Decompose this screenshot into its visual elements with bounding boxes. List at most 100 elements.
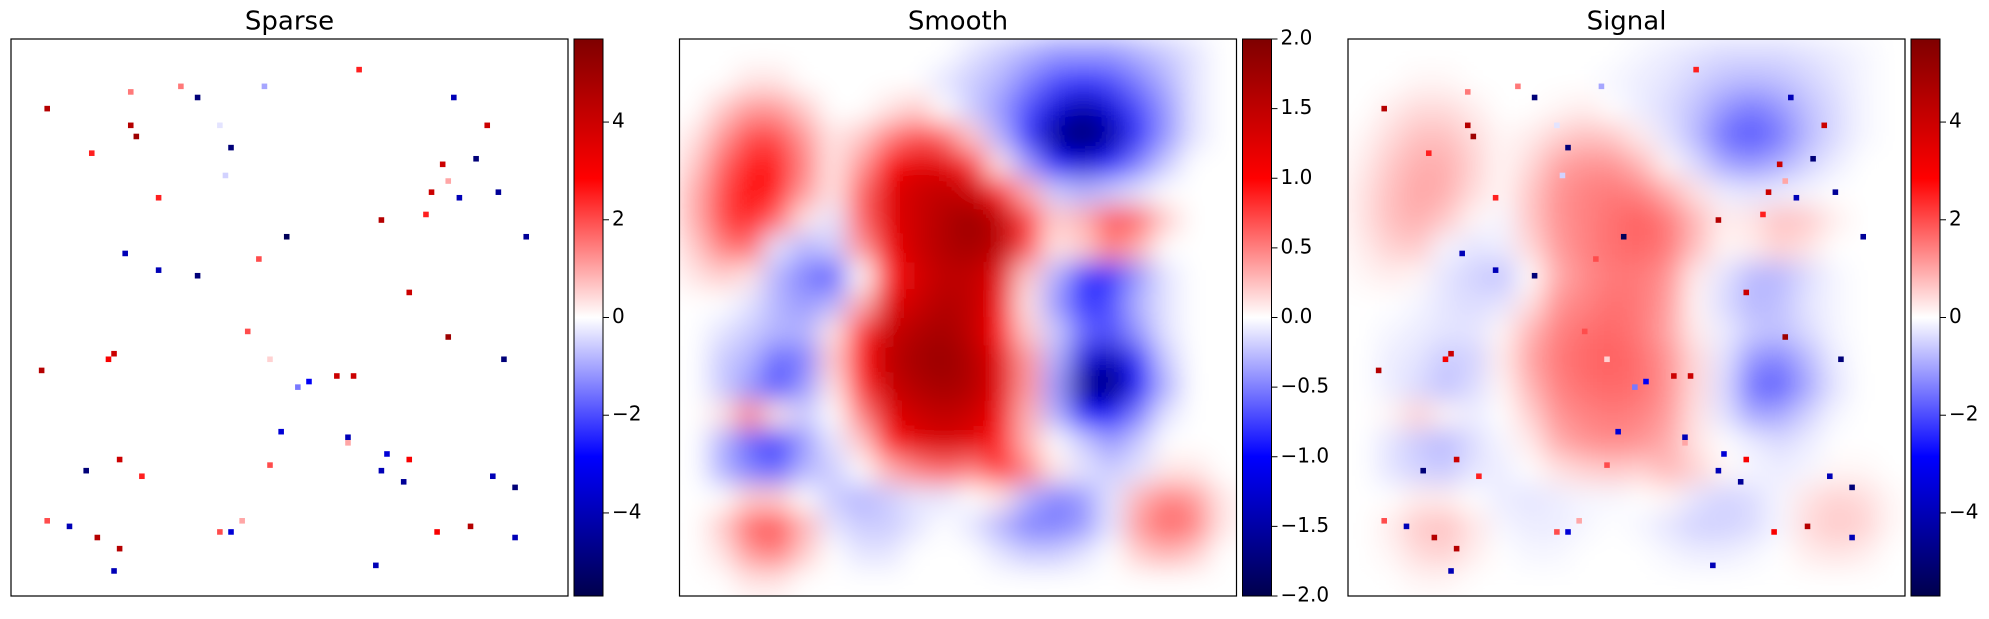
cell [1431,401,1460,430]
cell [707,317,736,346]
cell [930,456,959,486]
cell [1013,178,1043,207]
cell [679,568,708,596]
cell [1626,261,1655,291]
cell [1877,94,1905,124]
point [501,356,507,363]
point [1593,256,1599,262]
cell [790,39,820,68]
point [1464,89,1471,95]
cell [1710,568,1739,596]
cell [1375,289,1405,318]
cell [1821,150,1850,179]
cell [846,233,875,263]
cell [1570,66,1600,96]
panel-title: Signal [1587,7,1667,37]
cell [1598,540,1627,569]
cell [1793,568,1822,596]
cell [902,289,931,318]
cell [1069,484,1098,513]
point [350,373,357,379]
cell [679,94,708,124]
cell [1570,540,1600,569]
cell [1654,233,1683,263]
cell [1013,206,1043,235]
cell [1152,568,1182,596]
point [1565,529,1571,535]
cell [1682,401,1711,430]
point [155,194,162,201]
cell [1682,122,1711,151]
cell [1097,512,1126,541]
cell [1877,233,1905,263]
cell [790,568,820,596]
cell [902,540,931,569]
cell [1208,345,1237,374]
cell [790,512,820,541]
cell [735,401,764,430]
cell [1041,568,1070,596]
point [1554,529,1560,535]
cell [679,233,708,263]
cell [1821,289,1850,318]
cell [1570,122,1600,151]
cell [1097,261,1126,291]
cell [1570,428,1600,458]
cell [874,568,903,596]
cell [1375,39,1405,68]
cell [763,206,792,235]
cell [1208,289,1237,318]
cell [1793,206,1822,235]
cell [1125,206,1154,235]
cell [1737,261,1767,291]
cell [1710,150,1739,179]
cell [1013,456,1043,486]
point [1682,434,1688,441]
point [1832,189,1839,195]
cell [1348,373,1377,402]
point [178,83,184,90]
cell [763,39,792,68]
cell [1849,540,1878,569]
cell [1793,401,1822,430]
cell [679,401,708,430]
cell [1180,428,1210,458]
point [1559,172,1566,179]
cell [1626,317,1655,346]
cell [818,94,848,124]
cell [790,261,820,291]
point [261,83,268,90]
cell [1710,456,1739,486]
cell [1487,94,1516,124]
cell [735,428,764,458]
cell [1570,456,1600,486]
colorbar-tick-label: −2.0 [1281,583,1330,607]
cell [1570,484,1600,513]
cell [1208,94,1237,124]
colorbar-tick-label: 0 [1949,304,1962,328]
cell [1626,289,1655,318]
point [1782,334,1789,340]
cell [1403,233,1433,263]
cell [790,484,820,513]
smooth-field [1348,39,1905,596]
cell [1710,94,1739,124]
cell [1431,233,1460,263]
cell [1765,456,1795,486]
cell [1793,540,1822,569]
cell [930,401,959,430]
cell [1069,150,1098,179]
cell [1375,568,1405,596]
cell [707,456,736,486]
cell [1849,122,1878,151]
cell [1626,233,1655,263]
point [283,233,290,240]
cell [1487,540,1516,569]
cell [958,428,987,458]
cell [958,178,987,207]
cell [1487,289,1516,318]
cell [985,456,1015,486]
cell [1737,150,1767,179]
cell [1877,401,1905,430]
point [1515,83,1521,90]
